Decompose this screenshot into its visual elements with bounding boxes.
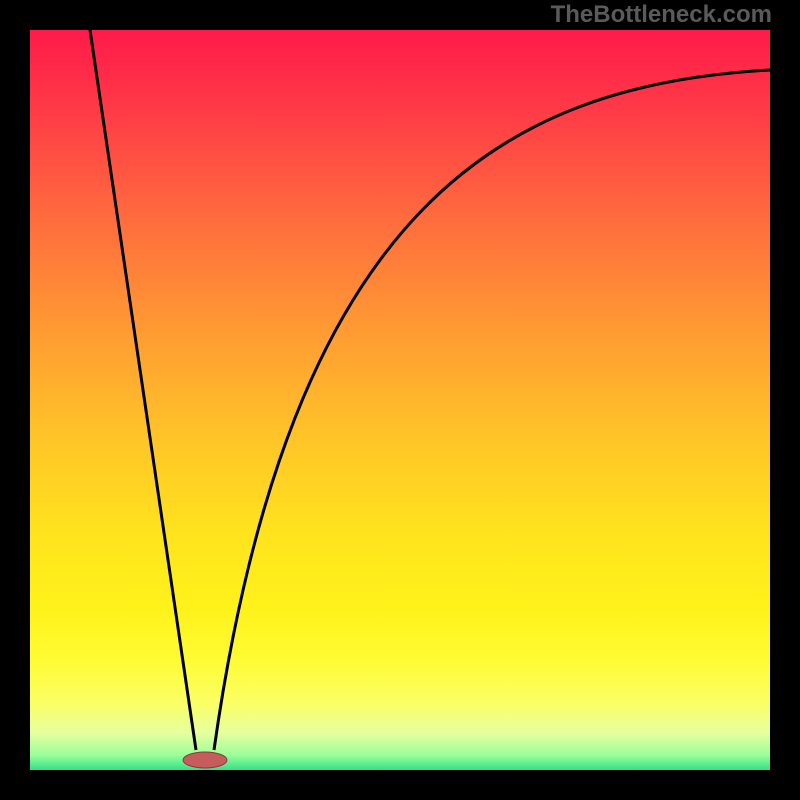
watermark-text: TheBottleneck.com <box>551 1 772 29</box>
curve-layer <box>30 30 770 770</box>
chart-container: TheBottleneck.com <box>0 0 800 800</box>
left-descent-line <box>90 30 196 750</box>
right-recovery-curve <box>214 70 770 750</box>
optimal-marker <box>183 752 227 768</box>
plot-area <box>30 30 770 770</box>
